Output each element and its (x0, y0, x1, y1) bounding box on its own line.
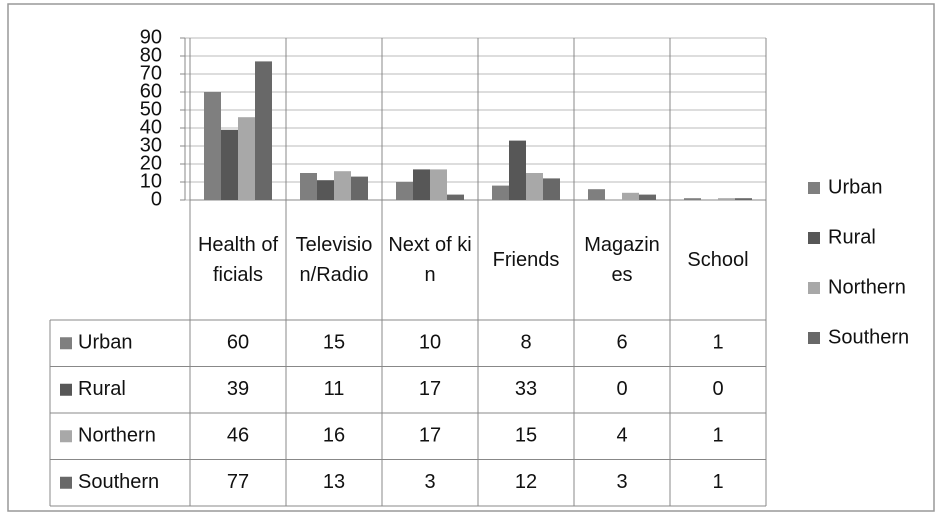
table-value: 3 (616, 471, 627, 493)
bar (735, 198, 752, 200)
bar (221, 129, 238, 200)
table-value: 16 (323, 425, 345, 447)
bar (526, 173, 543, 200)
table-key (60, 430, 72, 443)
table-value: 8 (520, 332, 531, 354)
table-value: 1 (712, 425, 723, 447)
bar (334, 171, 351, 200)
table-row-label: Urban (78, 332, 132, 354)
table-value: 4 (616, 425, 627, 447)
table-value: 11 (324, 378, 345, 400)
table-key (60, 383, 72, 396)
y-tick-label: 70 (140, 62, 162, 84)
table-value: 3 (424, 471, 435, 493)
bar (718, 198, 735, 200)
legend-key (808, 232, 820, 244)
x-tick-label: Next of kin (388, 234, 472, 286)
table-value: 10 (419, 332, 441, 354)
legend-label: Southern (828, 326, 909, 348)
table-value: 0 (616, 378, 627, 400)
bar (300, 173, 317, 200)
table-row-label: Northern (78, 425, 156, 447)
table-key (60, 337, 72, 350)
chart-border (7, 3, 935, 512)
table-value: 17 (419, 378, 441, 400)
legend-label: Urban (828, 176, 882, 198)
bar (509, 140, 526, 200)
y-tick-label: 50 (140, 98, 162, 120)
table-value: 33 (515, 378, 537, 400)
x-tick-label: Television/Radio (295, 234, 373, 286)
y-tick-label: 40 (140, 116, 162, 138)
y-tick-label: 60 (140, 80, 162, 102)
x-tick-label: School (687, 249, 749, 271)
bar (684, 198, 701, 200)
table-value: 15 (515, 425, 537, 447)
bar (588, 189, 605, 200)
table-value: 6 (616, 332, 627, 354)
bar (351, 176, 368, 200)
legend-label: Rural (828, 226, 876, 248)
bar (413, 169, 430, 200)
legend-key (808, 282, 820, 294)
table-value: 1 (712, 332, 723, 354)
table-value: 0 (712, 378, 723, 400)
bar (447, 194, 464, 200)
x-tick-label: Health officials (197, 234, 279, 286)
table-value: 17 (419, 425, 441, 447)
y-tick-label: 10 (140, 170, 162, 192)
bar (622, 192, 639, 200)
legend-label: Northern (828, 276, 906, 298)
bar (317, 180, 334, 200)
table-value: 15 (323, 332, 345, 354)
x-tick-label: Magazines (584, 234, 660, 286)
y-tick-label: 20 (140, 152, 162, 174)
bar (396, 182, 413, 200)
y-tick-label: 0 (151, 188, 162, 210)
bar (639, 194, 656, 200)
bar (492, 185, 509, 200)
y-tick-label: 80 (140, 44, 162, 66)
y-tick-label: 30 (140, 134, 162, 156)
table-value: 46 (227, 425, 249, 447)
legend-key (808, 182, 820, 194)
table-row-label: Southern (78, 471, 159, 493)
table-row-label: Rural (78, 378, 126, 400)
y-tick-label: 90 (140, 26, 162, 48)
bar (204, 92, 221, 200)
legend-key (808, 332, 820, 344)
table-value: 60 (227, 332, 249, 354)
bar (430, 169, 447, 200)
table-value: 12 (515, 471, 537, 493)
x-tick-label: Friends (492, 249, 560, 271)
table-key (60, 476, 72, 489)
table-value: 77 (227, 471, 249, 493)
bar (543, 178, 560, 200)
bar (255, 61, 272, 201)
table-value: 39 (227, 378, 249, 400)
table-value: 1 (712, 471, 723, 493)
bar (238, 117, 255, 200)
table-value: 13 (323, 471, 345, 493)
